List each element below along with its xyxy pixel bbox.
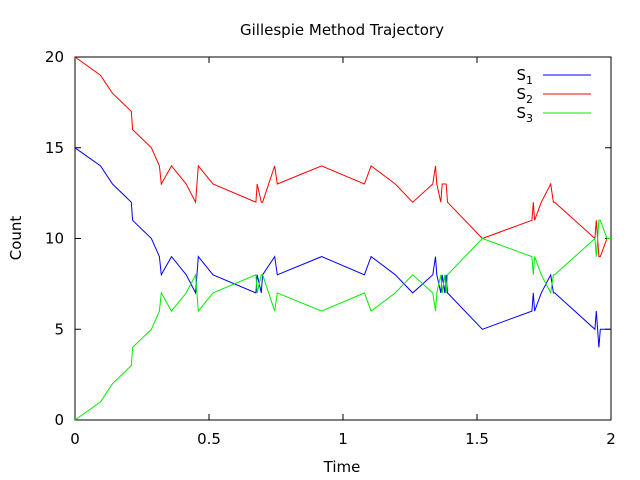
y-axis-label: Count bbox=[7, 216, 25, 261]
y-tick-label: 15 bbox=[45, 139, 64, 157]
series-line-s3 bbox=[74, 219, 611, 421]
series-line-s2 bbox=[74, 56, 611, 258]
y-tick-label: 10 bbox=[45, 230, 64, 248]
legend-label-s1: S1 bbox=[516, 66, 533, 87]
legend-label-s3: S3 bbox=[516, 104, 533, 125]
y-tick-label: 0 bbox=[54, 411, 64, 429]
x-tick-label: 0 bbox=[70, 430, 80, 448]
series-line-s1 bbox=[74, 147, 611, 348]
x-tick-label: 2 bbox=[606, 430, 616, 448]
x-tick-label: 0.5 bbox=[197, 430, 221, 448]
x-tick-label: 1.5 bbox=[465, 430, 489, 448]
y-tick-label: 20 bbox=[45, 48, 64, 66]
y-tick-label: 5 bbox=[54, 320, 64, 338]
legend-label-s2: S2 bbox=[516, 85, 533, 106]
x-axis-label: Time bbox=[323, 458, 361, 476]
chart-title: Gillespie Method Trajectory bbox=[240, 21, 444, 39]
x-tick-label: 1 bbox=[338, 430, 348, 448]
